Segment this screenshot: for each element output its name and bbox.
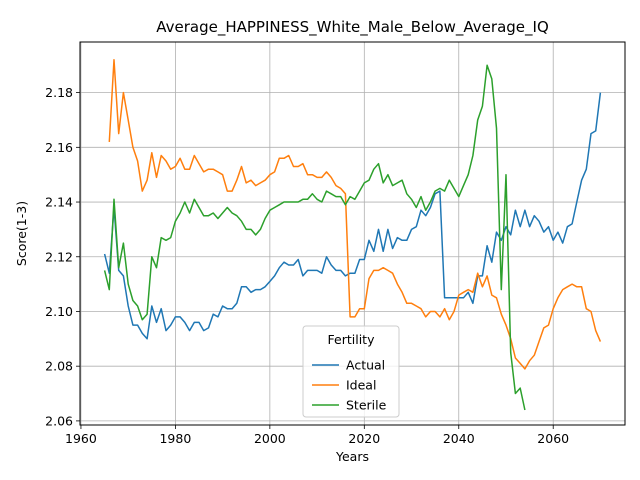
chart-title: Average_HAPPINESS_White_Male_Below_Avera… [156,18,549,37]
legend-title: Fertility [328,332,376,347]
y-tick-label: 2.08 [45,359,73,374]
series-line-ideal [108,59,602,370]
x-tick-label: 2020 [348,431,380,446]
legend-box [302,325,400,418]
grid [80,42,625,425]
legend-label-ideal: Ideal [346,378,376,393]
y-axis-label: Score(1-3) [14,201,29,266]
x-tick-label: 2000 [254,431,286,446]
legend-label-sterile: Sterile [346,398,387,413]
x-tick-label: 1960 [65,431,97,446]
y-axis-ticks: 2.06 2.08 2.10 2.12 2.14 2.16 2.18 [45,85,80,428]
series-line-actual [103,92,602,340]
x-axis-ticks: 1960 1980 2000 2020 2040 2060 [65,425,569,446]
y-tick-label: 2.14 [45,195,73,210]
y-tick-label: 2.10 [45,304,73,319]
series-lines [103,59,602,411]
x-axis-label: Years [335,449,369,464]
y-tick-label: 2.12 [45,249,73,264]
legend: Fertility Actual Ideal Sterile [302,325,400,418]
plot-frame [79,41,626,426]
y-tick-label: 2.06 [45,413,73,428]
y-tick-label: 2.16 [45,140,73,155]
x-tick-label: 2040 [443,431,475,446]
legend-label-actual: Actual [346,358,385,373]
series-line-sterile [103,64,526,411]
x-tick-label: 1980 [159,431,191,446]
x-tick-label: 2060 [537,431,569,446]
y-tick-label: 2.18 [45,85,73,100]
